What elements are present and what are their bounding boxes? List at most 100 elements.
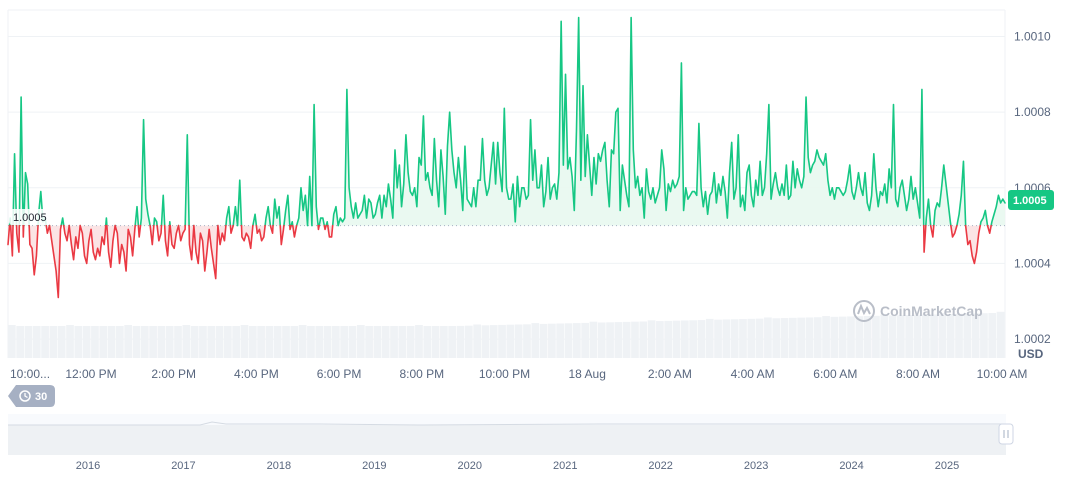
volume-bar [622,321,631,358]
volume-bar [74,326,83,358]
volume-bar [581,322,589,358]
volume-bar [938,313,947,358]
x-axis: 10:00... 12:00 PM 2:00 PM 4:00 PM 6:00 PM 8:0… [10,367,1027,381]
volume-bar [764,317,772,358]
x-tick-label: 8:00 PM [399,367,444,381]
volume-bar [689,320,697,358]
volume-bar [431,326,440,358]
volume-bar [41,326,49,358]
navigator-year-label: 2020 [458,460,482,472]
volume-bar [539,323,548,358]
volume-bar [714,319,722,358]
volume-bar [631,321,639,358]
volume-bar [66,325,74,358]
navigator-series [8,425,1006,455]
volume-bar [24,326,33,358]
volume-bar [240,325,249,358]
x-tick-label: 4:00 PM [234,367,279,381]
x-tick-label: 2:00 AM [648,367,692,381]
volume-bar [880,314,889,358]
volume-bar [788,317,797,358]
navigator-year-label: 2017 [171,460,195,472]
volume-bar [988,313,997,358]
volume-bar [597,322,606,358]
volume-bar [273,326,282,358]
volume-bar [224,326,232,358]
x-tick-label: 8:00 AM [896,367,940,381]
navigator-handle[interactable] [998,423,1014,445]
navigator-year-label: 2019 [362,460,386,472]
volume-bar [606,322,614,358]
volume-bar [730,319,739,358]
x-tick-label: 6:00 PM [317,367,362,381]
volume-bar [572,323,581,358]
y-tick-label: 1.0010 [1014,29,1051,43]
volume-bar [855,316,864,358]
volume-bar [830,316,839,358]
x-tick-label: 6:00 AM [813,367,857,381]
volume-bar [298,325,307,358]
volume-bar [556,323,565,358]
navigator-years: 2016 2017 2018 2019 2020 2021 2022 2023 2024 2025 [76,460,959,472]
range-navigator[interactable]: 2016 2017 2018 2019 2020 2021 2022 2023 2024 2025 [8,414,1014,472]
volume-bar [190,326,199,358]
volume-bar [489,325,498,358]
volume-bar [506,324,515,358]
volume-bar [930,314,938,358]
volume-bar [847,316,855,358]
volume-bar [664,320,673,358]
history-icon [19,390,31,402]
baseline-tag: 1.0005 [9,209,51,225]
volume-bar [772,318,781,358]
volume-bar [406,326,415,358]
volume-bar [531,323,540,358]
volume-bar [996,311,1005,358]
current-price-label: 1.0005 [1013,195,1047,207]
y-tick-label: 1.0008 [1014,105,1051,119]
volume-bar [32,326,41,358]
navigator-year-label: 2021 [553,460,577,472]
volume-bar [647,320,656,358]
volume-bar [215,326,224,358]
volume-bar [49,326,58,358]
volume-bar [248,326,257,358]
volume-bar [332,326,340,358]
volume-bar [980,313,988,358]
navigator-year-label: 2016 [76,460,100,472]
volume-bar [398,326,407,358]
watermark-text: CoinMarketCap [880,303,983,319]
volume-bar [514,324,523,358]
volume-bar [182,325,191,358]
volume-bar [323,326,332,358]
volume-bar [373,326,382,358]
volume-bar [348,326,357,358]
volume-bar [722,319,731,358]
volume-bar [955,313,963,358]
area-fill-below-baseline [8,225,992,298]
x-tick-label: 10:00... [10,367,50,381]
volume-bar [589,321,598,358]
volume-bar [863,316,872,358]
navigator-year-label: 2018 [267,460,291,472]
x-tick-label: 2:00 PM [151,367,196,381]
volume-bar [381,326,390,358]
plot-area[interactable] [7,16,1006,299]
volume-bar [946,314,955,358]
volume-bar [140,326,149,358]
volume-bar [149,326,157,358]
volume-bar [456,325,465,358]
volume-bar [747,318,756,358]
volume-bar [448,326,457,358]
volume-bar [498,324,506,358]
price-line-below-baseline [7,224,992,299]
x-tick-label: 4:00 AM [731,367,775,381]
interval-badge[interactable]: 30 [8,385,55,407]
x-tick-label: 18 Aug [569,367,606,381]
volume-bar [132,326,141,358]
volume-bar [356,325,365,358]
volume-bar [614,322,623,358]
volume-bars [8,311,1005,358]
volume-bar [232,326,241,358]
navigator-year-label: 2024 [839,460,863,472]
